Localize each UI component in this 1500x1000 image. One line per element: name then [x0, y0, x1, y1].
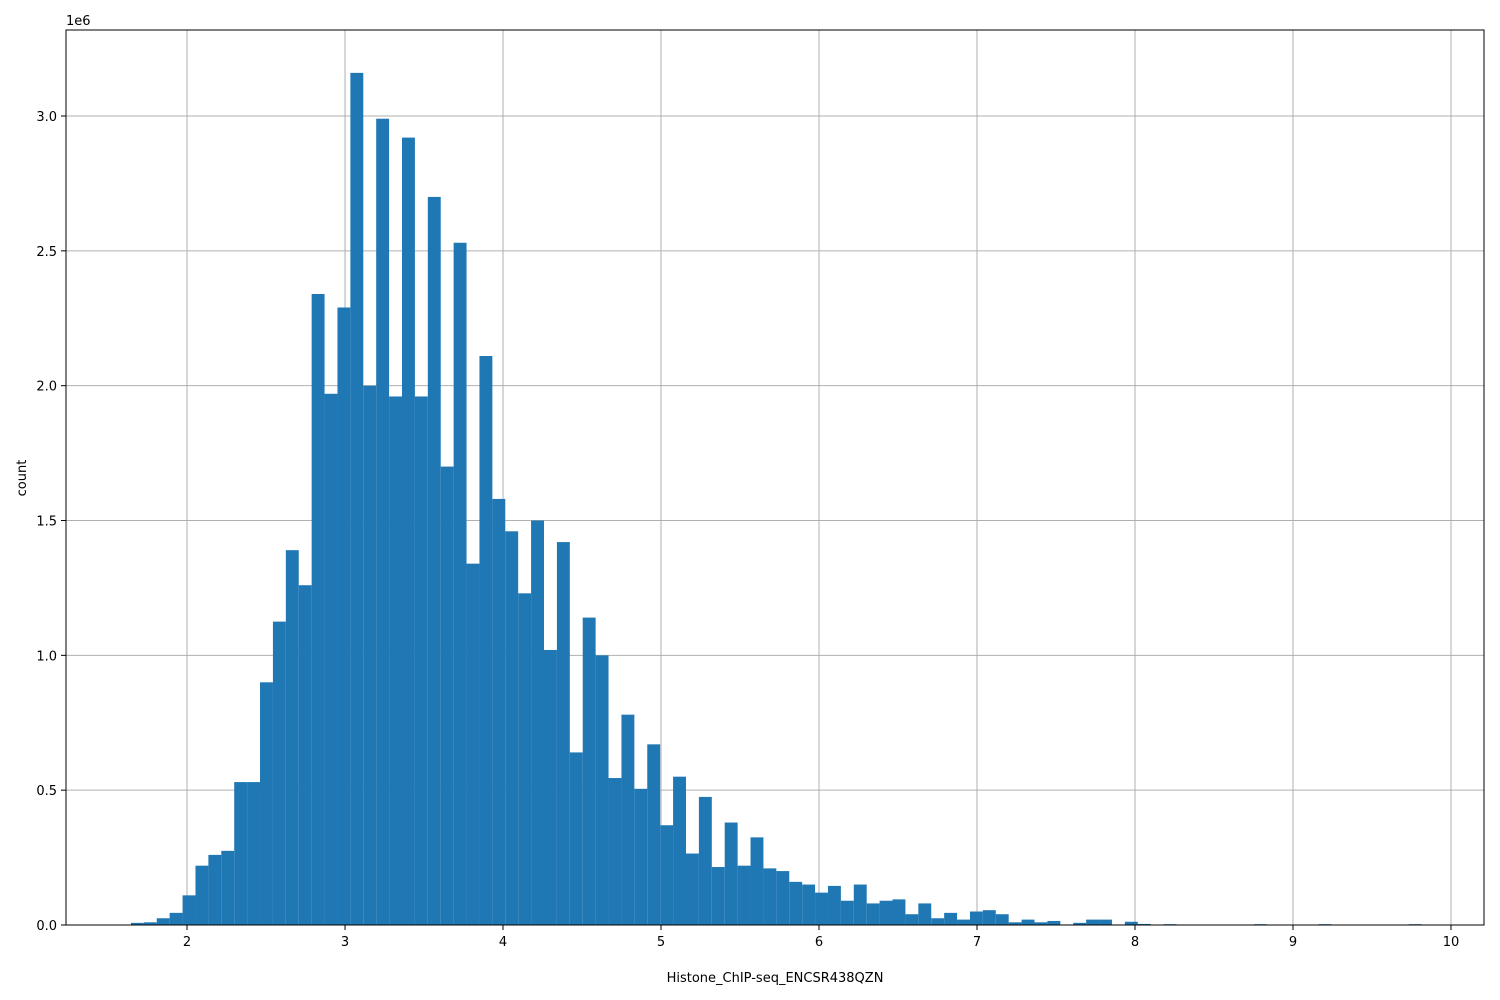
bar	[143, 922, 157, 925]
bar	[285, 550, 299, 925]
bar	[892, 899, 906, 925]
bar	[324, 393, 338, 925]
bar	[789, 881, 803, 925]
bar	[234, 782, 248, 925]
x-tick-label: 5	[657, 935, 665, 950]
x-tick-label: 9	[1289, 935, 1297, 950]
y-axis-label: count	[15, 460, 30, 497]
x-tick-label: 6	[815, 935, 823, 950]
bar	[492, 498, 506, 925]
bar	[711, 867, 725, 925]
bar	[531, 520, 544, 925]
bar	[389, 396, 403, 926]
bar	[750, 837, 764, 925]
bar	[247, 782, 261, 925]
bar	[208, 854, 222, 925]
bar	[944, 912, 958, 925]
bar	[350, 72, 364, 926]
bar	[879, 900, 893, 925]
bar	[685, 853, 699, 925]
y-tick-label: 2.5	[36, 245, 57, 260]
bar	[298, 585, 312, 925]
bar	[647, 744, 661, 925]
bar	[1086, 919, 1100, 925]
y-tick-label: 1.0	[36, 649, 57, 664]
bar	[1124, 921, 1138, 925]
bar	[130, 922, 144, 925]
y-tick-label: 0.5	[36, 784, 57, 799]
bar	[763, 868, 777, 925]
bar	[724, 822, 738, 925]
x-tick-label: 10	[1443, 935, 1460, 950]
bar	[918, 903, 932, 925]
bar	[156, 918, 170, 925]
bar	[169, 912, 183, 925]
x-tick-label: 4	[499, 935, 507, 950]
bar	[414, 396, 428, 926]
y-offset-label: 1e6	[66, 14, 91, 29]
y-tick-label: 0.0	[36, 919, 57, 934]
bar	[1099, 919, 1112, 925]
bar	[1137, 923, 1151, 925]
bar	[440, 466, 454, 925]
bar	[363, 385, 377, 926]
bar	[595, 655, 609, 925]
bar	[427, 196, 441, 925]
bar	[827, 885, 841, 925]
bar	[518, 593, 532, 925]
bar	[311, 293, 325, 925]
bar	[543, 649, 557, 925]
bar	[1008, 922, 1022, 925]
bar	[337, 307, 351, 925]
bar	[402, 137, 415, 925]
bar	[969, 911, 983, 925]
y-tick-label: 3.0	[36, 110, 57, 125]
bar	[957, 919, 970, 925]
bar	[673, 776, 686, 925]
bar	[556, 542, 570, 925]
bar	[582, 617, 596, 925]
bar	[840, 900, 854, 925]
bar	[569, 752, 583, 925]
bar	[1073, 922, 1087, 925]
x-tick-label: 7	[973, 935, 981, 950]
bar	[802, 884, 816, 925]
bar	[931, 918, 945, 925]
bar	[905, 914, 919, 925]
bar	[466, 563, 480, 925]
bar	[815, 892, 828, 925]
bar	[608, 778, 622, 925]
bar	[698, 796, 712, 925]
bar	[995, 914, 1009, 925]
y-tick-label: 2.0	[36, 380, 57, 395]
bar	[1034, 922, 1048, 925]
bar	[621, 714, 635, 925]
bar	[505, 531, 519, 925]
bar	[853, 884, 867, 925]
bar	[479, 356, 493, 925]
bar	[776, 871, 790, 925]
x-axis-label: Histone_ChIP-seq_ENCSR438QZN	[667, 971, 884, 986]
bar	[221, 850, 235, 925]
y-tick-label: 1.5	[36, 515, 57, 530]
x-tick-label: 8	[1131, 935, 1139, 950]
x-tick-label: 3	[341, 935, 349, 950]
bar	[260, 682, 273, 925]
bar	[182, 895, 196, 925]
bar	[982, 910, 996, 925]
bar	[272, 621, 286, 925]
x-tick-label: 2	[183, 935, 191, 950]
bar	[453, 242, 467, 926]
bar	[1047, 920, 1061, 925]
bar	[1021, 919, 1035, 925]
bar	[634, 788, 648, 925]
bar	[737, 865, 751, 925]
bar	[195, 865, 209, 925]
bar	[376, 118, 390, 925]
bar	[866, 903, 880, 925]
plot-frame	[65, 29, 1485, 926]
bar	[660, 825, 674, 925]
